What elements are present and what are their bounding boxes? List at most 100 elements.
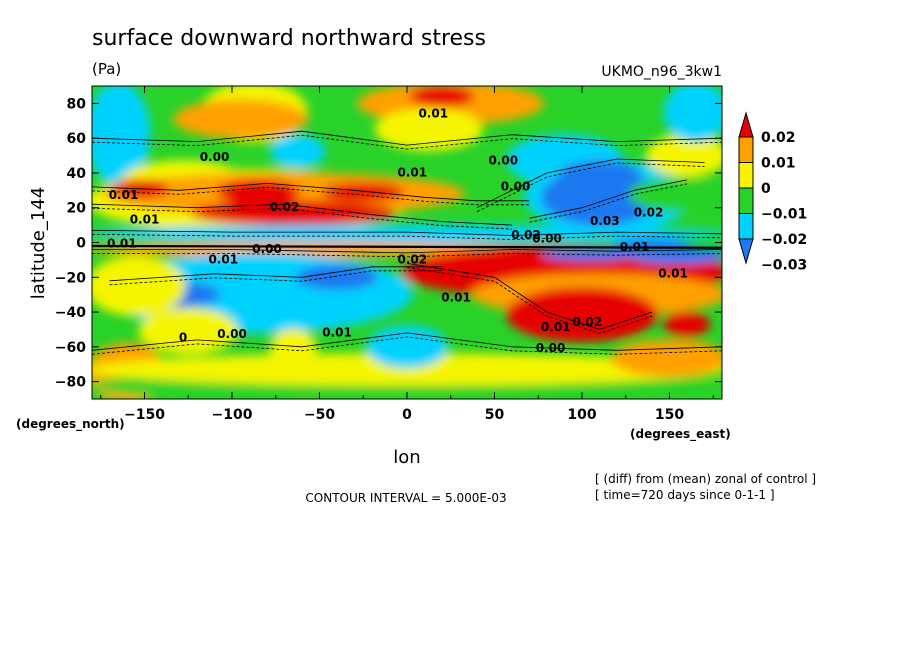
contour-label: 0.00 [252,242,282,256]
contour-line [92,332,722,351]
y-axis: 80 60 40 20 0 −20 −40 −60 −80 [55,96,722,391]
colorbar: 0.02 0.01 0 −0.01 −0.02 −0.03 [738,111,807,274]
footer-line-2: [ time=720 days since 0-1-1 ] [595,488,775,502]
contour-label: 0.03 [590,214,620,228]
colorbar-label: 0 [761,181,771,197]
run-label: UKMO_n96_3kw1 [601,64,722,80]
field-region [92,255,186,317]
contour-label: 0.02 [270,200,300,214]
contour-line [529,179,688,219]
field-layer [92,86,722,399]
field-region [611,339,722,377]
field-region [173,99,308,139]
field-region [92,86,151,186]
chart-units: (Pa) [92,60,121,78]
contour-line [92,229,722,236]
contour-label: 0.02 [634,205,664,219]
y-unit-note: (degrees_north) [16,417,125,432]
chart-title: surface downward northward stress [92,26,486,51]
x-axis: −150 −100 −50 0 50 100 150 [100,86,714,423]
contour-line [92,249,722,254]
colorbar-label: 0.02 [761,130,796,146]
contour-label: 0.01 [658,266,688,280]
y-tick-label: 60 [67,131,87,147]
contour-label: 0.02 [511,228,541,242]
colorbar-extend-top [738,111,754,138]
contour-label: 0.00 [488,153,518,167]
contour-line [92,336,722,355]
field-region [558,160,641,191]
field-region [191,200,396,226]
y-tick-label: −40 [55,305,86,321]
contour-label: 0.01 [322,325,352,339]
y-tick-label: −20 [55,270,86,286]
field-region [92,353,722,386]
x-tick-label: −150 [124,407,165,423]
contour-label: 0.00 [501,179,531,193]
contour-line [92,182,530,202]
x-tick-label: −50 [304,407,335,423]
contour-line [476,158,705,209]
contour-line [92,253,722,258]
field-region [409,86,475,108]
colorbar-label: −0.03 [761,258,807,274]
contour-label: 0.01 [109,188,139,202]
y-tick-label: 0 [76,236,86,252]
field-region [92,224,722,244]
contour-line [109,270,442,286]
field-region [138,308,238,355]
colorbar-extend-bottom [738,238,754,265]
field-region [663,311,711,337]
colorbar-label: −0.01 [761,207,807,223]
contour-label: 0.00 [217,327,247,341]
field-region [628,177,722,212]
contour-label-layer: 0.010.00 0.000.010.000.010.020.01 0.020.03… [107,106,688,355]
contour-label: 0.01 [541,320,571,334]
contour-label: 0.01 [208,252,238,266]
contour-line [406,267,653,334]
x-tick-label: −100 [212,407,253,423]
contour-line [92,233,722,240]
field-region [663,86,722,143]
contour-label: 0.01 [418,106,448,120]
x-tick-label: 0 [402,407,412,423]
colorbar-swatch [738,136,754,163]
y-tick-label: −60 [55,340,86,356]
contour-line [529,183,688,223]
y-axis-label: latitude_144 [28,187,49,299]
contour-line [92,134,722,150]
field-region [269,134,326,169]
contour-line [109,266,442,282]
contour-label: 0 [179,331,187,345]
contour-line [406,263,653,330]
contour-label: 0.02 [572,315,602,329]
contour-line [92,203,513,226]
field-region [366,325,448,369]
x-axis-label: lon [393,447,420,468]
colorbar-swatch [738,187,754,214]
y-tick-label: 20 [67,201,87,217]
contour-label: 0.00 [532,232,562,246]
y-tick-label: −80 [55,375,86,391]
contour-label: 0.01 [441,291,471,305]
colorbar-swatch [738,162,754,189]
contour-label: 0.01 [107,237,137,251]
y-tick-label: 40 [67,166,87,182]
x-unit-note: (degrees_east) [630,427,731,442]
contour-label: 0.01 [620,240,650,254]
contour-label: 0.00 [200,150,230,164]
contour-interval: CONTOUR INTERVAL = 5.000E-03 [305,491,506,505]
x-tick-label: 100 [567,407,596,423]
contour-line [92,186,530,206]
plot-area: 0.010.00 0.000.010.000.010.020.01 0.020.03… [91,85,723,400]
contour-line [92,207,513,230]
contour-layer [92,130,722,355]
x-tick-label: 150 [655,407,684,423]
colorbar-swatch [738,213,754,240]
contour-line [92,244,722,249]
contour-label: 0.01 [130,212,160,226]
contour-line [92,130,722,146]
field-region [322,182,405,202]
x-tick-label: 50 [485,407,505,423]
